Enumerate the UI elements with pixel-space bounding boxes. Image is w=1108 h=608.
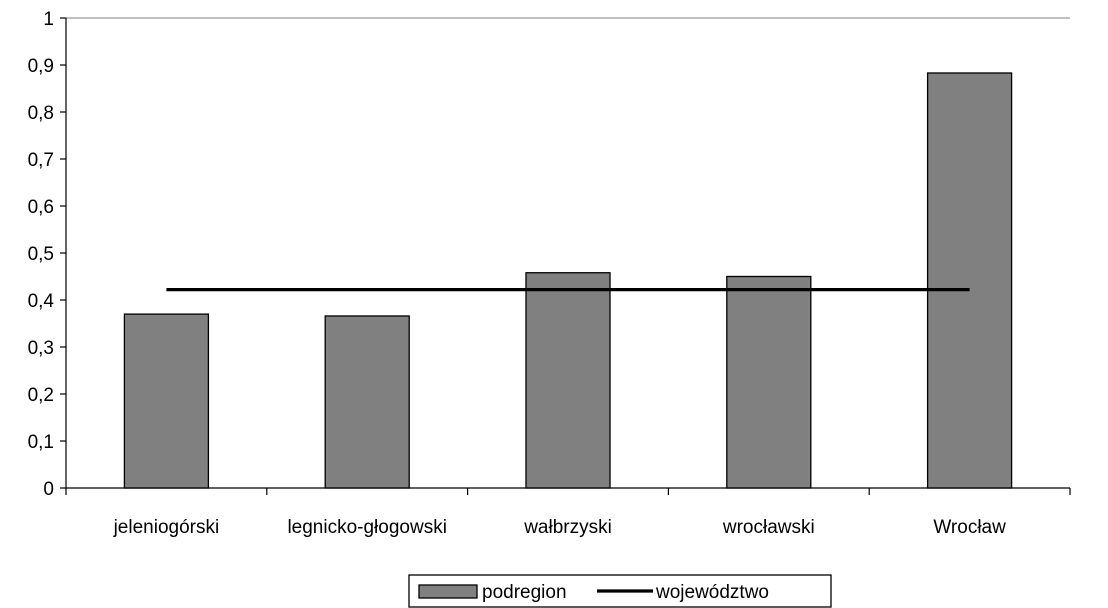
bar-2 <box>324 315 410 489</box>
bar-3 <box>525 272 611 489</box>
x-tick-label: legnicko-głogowski <box>287 517 446 538</box>
bar-4 <box>726 275 812 489</box>
x-tick-label: Wrocław <box>933 517 1006 538</box>
x-tick-label: jeleniogórski <box>113 517 220 538</box>
legend: podregion województwo <box>408 574 832 608</box>
plot-area: 0 0,1 0,2 0,3 0,4 0,5 0,6 0,7 0,8 0,9 1 jeleniogórs… <box>28 9 1071 538</box>
bar-1 <box>123 313 210 489</box>
x-tick-label: wałbrzyski <box>523 517 612 538</box>
y-tick-label: 0,9 <box>28 56 54 77</box>
legend-label-wojewodztwo: województwo <box>655 582 769 603</box>
y-tick-label: 0 <box>43 479 54 500</box>
y-tick-label: 0,5 <box>28 244 54 265</box>
y-tick-label: 0,7 <box>28 150 54 171</box>
x-tick-label: wrocławski <box>722 517 815 538</box>
y-tick-label: 0,4 <box>28 291 55 312</box>
y-tick-label: 0,2 <box>28 385 54 406</box>
legend-label-podregion: podregion <box>482 582 567 603</box>
legend-box <box>408 574 832 608</box>
y-tick-label: 0,6 <box>28 197 54 218</box>
bar-5 <box>926 72 1013 489</box>
y-tick-label: 0,8 <box>28 103 54 124</box>
legend-swatch-podregion <box>418 584 478 599</box>
y-tick-label: 0,3 <box>28 338 54 359</box>
y-tick-label: 1 <box>43 9 54 30</box>
y-tick-label: 0,1 <box>28 432 54 453</box>
